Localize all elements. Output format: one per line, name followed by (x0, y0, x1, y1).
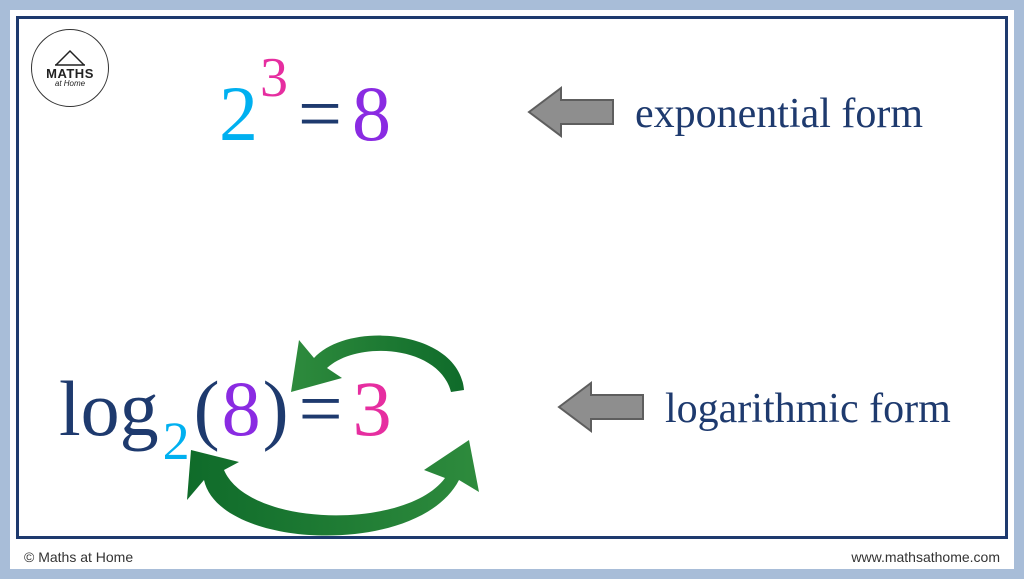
log-open-paren: ( (194, 365, 220, 452)
log-result: 3 (353, 365, 392, 452)
exponential-equation: 23=8 (219, 75, 509, 153)
arrow-left-icon (527, 82, 617, 147)
logarithmic-row: log2(8)=3 logarithmic form (59, 309, 985, 509)
outer-frame: MATHS at Home 23=8 exponential form (0, 0, 1024, 579)
exp-equals: = (298, 70, 342, 157)
arrow-left-icon (557, 377, 647, 442)
log-equals: = (299, 365, 343, 452)
logarithmic-label: logarithmic form (665, 385, 951, 433)
logo-line2: at Home (55, 79, 85, 88)
log-argument: 8 (222, 365, 261, 452)
exp-exponent: 3 (260, 47, 288, 109)
inner-frame: MATHS at Home 23=8 exponential form (16, 16, 1008, 539)
exponential-label: exponential form (635, 90, 923, 138)
logarithmic-equation: log2(8)=3 (59, 370, 539, 448)
house-icon (53, 48, 87, 68)
log-close-paren: ) (263, 365, 289, 452)
footer-url: www.mathsathome.com (851, 549, 1000, 565)
exp-result: 8 (352, 70, 391, 157)
exp-base: 2 (219, 70, 258, 157)
logo-badge: MATHS at Home (31, 29, 109, 107)
log-word: log (59, 365, 159, 452)
footer-copyright: © Maths at Home (24, 549, 133, 565)
log-subscript: 2 (163, 411, 190, 471)
exponential-row: 23=8 exponential form (219, 39, 985, 189)
